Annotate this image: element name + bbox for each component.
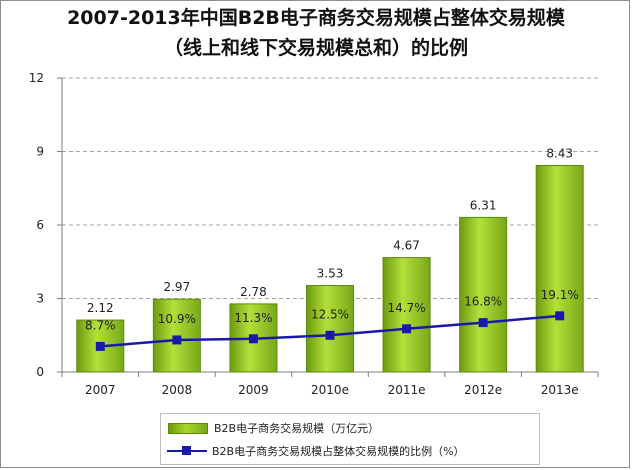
bar — [382, 257, 431, 373]
bar-value-label: 4.67 — [393, 239, 420, 253]
legend-item-bars: B2B电子商务交易规模（万亿元） — [161, 418, 379, 438]
bar — [459, 216, 508, 373]
ratio-value-label: 8.7% — [85, 318, 116, 332]
bar-value-label: 6.31 — [470, 198, 497, 212]
ratio-marker — [248, 334, 258, 344]
legend: B2B电子商务交易规模（万亿元） B2B电子商务交易规模占整体交易规模的比例（%… — [160, 413, 540, 465]
bar — [306, 285, 354, 373]
y-tick-label: 9 — [36, 145, 44, 159]
legend-bar-swatch — [168, 422, 208, 434]
ratio-marker — [172, 335, 182, 345]
ratio-value-label: 14.7% — [388, 301, 426, 315]
ratio-marker — [478, 318, 488, 328]
chart-title: 2007-2013年中国B2B电子商务交易规模占整体交易规模 — [67, 7, 565, 29]
x-tick-label: 2013e — [541, 383, 579, 397]
ratio-value-label: 11.3% — [234, 311, 272, 325]
bar-value-label: 3.53 — [317, 267, 344, 281]
y-tick-label: 0 — [36, 365, 44, 379]
bar-value-label: 2.78 — [240, 285, 267, 299]
x-tick-label: 2007 — [85, 383, 116, 397]
y-tick-label: 3 — [36, 292, 44, 306]
data-labels: 2.12 2.97 2.78 3.53 4.67 6.31 8.43 8.7% 10.9% 11.… — [85, 146, 579, 332]
bar-value-label: 2.12 — [87, 301, 114, 315]
legend-label-bars: B2B电子商务交易规模（万亿元） — [214, 422, 380, 435]
y-tick-label: 6 — [36, 218, 44, 232]
ratio-value-label: 12.5% — [311, 307, 349, 321]
bar-value-label: 2.97 — [163, 280, 190, 294]
ratio-value-label: 16.8% — [464, 295, 502, 309]
legend-line-swatch — [167, 446, 207, 456]
y-tick-label: 12 — [29, 71, 44, 85]
x-tick-label: 2010e — [311, 383, 349, 397]
ratio-value-label: 19.1% — [541, 288, 579, 302]
x-tick-label: 2011e — [388, 383, 426, 397]
line-series — [95, 311, 565, 351]
legend-item-line: B2B电子商务交易规模占整体交易规模的比例（%） — [161, 441, 465, 461]
legend-label-line: B2B电子商务交易规模占整体交易规模的比例（%） — [212, 445, 465, 458]
bar — [535, 164, 584, 373]
chart-subtitle: （线上和线下交易规模总和）的比例 — [163, 37, 468, 59]
x-tick-label: 2009 — [238, 383, 269, 397]
ratio-marker — [325, 330, 335, 340]
ratio-marker — [95, 341, 105, 351]
bar-value-label: 8.43 — [546, 146, 573, 160]
axes: 0 3 6 9 12 2007 2008 2009 2010e 2011e 2012e 2013e — [29, 71, 599, 397]
grid-lines — [62, 77, 598, 299]
ratio-value-label: 10.9% — [158, 312, 196, 326]
ratio-marker — [555, 311, 565, 321]
bar-series — [76, 164, 584, 373]
x-tick-label: 2012e — [464, 383, 502, 397]
ratio-marker — [402, 324, 412, 334]
x-tick-label: 2008 — [162, 383, 193, 397]
